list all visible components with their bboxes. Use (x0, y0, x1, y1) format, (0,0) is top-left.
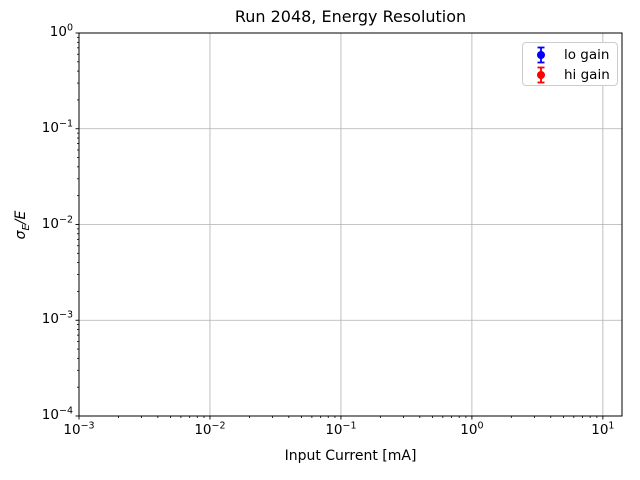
legend-item-hi-gain: hi gain (531, 65, 617, 85)
ylabel-denominator: E (13, 210, 29, 220)
errorbar-marker-icon (537, 46, 545, 64)
chart-title: Run 2048, Energy Resolution (234, 7, 467, 26)
ylabel-divider: / (13, 219, 29, 225)
legend-label: lo gain (564, 47, 610, 63)
errorbar-marker-icon (537, 66, 545, 84)
x-axis-label: Input Current [mA] (284, 448, 417, 464)
ylabel-numerator-symbol: σ (13, 230, 29, 240)
ylabel-numerator-subscript: E (20, 224, 32, 231)
legend-item-lo-gain: lo gain (531, 45, 617, 65)
legend: lo gain hi gain (522, 42, 618, 86)
y-axis-label: σE/E (13, 210, 32, 240)
plot-border (78, 32, 623, 417)
legend-label: hi gain (564, 67, 610, 83)
